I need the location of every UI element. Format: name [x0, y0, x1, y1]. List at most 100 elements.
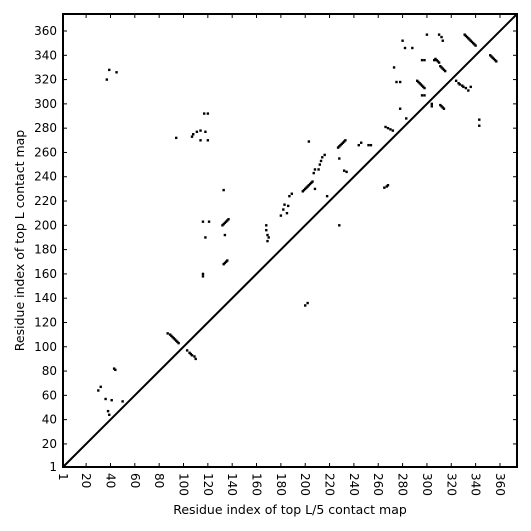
- contact-point: [436, 60, 440, 63]
- contact-point: [392, 66, 396, 69]
- contact-point: [172, 337, 175, 340]
- y-tick-label: 100: [34, 340, 57, 354]
- x-tick-label: 320: [444, 473, 458, 496]
- x-tick-label: 120: [201, 473, 215, 496]
- contact-point: [227, 218, 230, 221]
- contact-point: [440, 35, 443, 39]
- y-axis-label: Residue index of top L contact map: [12, 130, 27, 351]
- contact-point: [317, 168, 320, 171]
- contact-point: [342, 140, 346, 143]
- contact-point: [339, 143, 342, 147]
- contact-point: [190, 354, 194, 357]
- contact-point: [478, 118, 481, 121]
- contact-point: [318, 163, 322, 166]
- contact-point: [470, 40, 474, 44]
- contact-point: [442, 107, 446, 110]
- y-tick-label: 1: [49, 460, 57, 474]
- contact-point: [439, 103, 442, 107]
- contact-point: [313, 168, 317, 171]
- contact-point: [114, 368, 117, 372]
- y-axis-ticks: 1204060801001201401601802002202402602803…: [34, 24, 517, 474]
- contact-point: [467, 37, 470, 40]
- contact-point: [105, 78, 109, 81]
- contact-point: [461, 84, 464, 87]
- contact-point: [285, 211, 289, 215]
- contact-point: [403, 46, 407, 50]
- contact-point: [423, 86, 426, 90]
- contact-point: [110, 399, 113, 402]
- contact-point: [286, 204, 290, 208]
- contact-point: [495, 60, 498, 63]
- contact-point: [415, 79, 419, 82]
- contact-point: [464, 34, 468, 38]
- contact-point: [193, 355, 196, 358]
- contact-point: [174, 339, 178, 342]
- contact-point: [458, 83, 461, 86]
- contact-point: [313, 187, 317, 191]
- contact-point: [437, 61, 441, 64]
- contact-point: [441, 106, 444, 109]
- x-tick-label: 80: [152, 473, 166, 488]
- contact-point: [223, 233, 227, 237]
- contact-point: [223, 261, 227, 265]
- contact-points: [97, 33, 498, 416]
- contact-point: [386, 126, 390, 130]
- contact-point: [305, 186, 308, 189]
- contact-point: [288, 194, 291, 198]
- contact-point: [226, 219, 229, 222]
- contact-point: [420, 58, 424, 62]
- contact-point: [171, 335, 174, 339]
- contact-point: [194, 357, 197, 361]
- contact-point: [467, 89, 470, 92]
- contact-point: [435, 58, 438, 62]
- contact-point: [401, 39, 404, 42]
- contact-point: [177, 341, 180, 345]
- contact-point: [341, 141, 345, 144]
- y-tick-label: 320: [34, 73, 57, 87]
- contact-point: [338, 224, 341, 227]
- y-tick-label: 260: [34, 145, 57, 159]
- x-tick-label: 340: [469, 473, 483, 496]
- contact-point: [423, 58, 426, 62]
- contact-point: [307, 140, 311, 143]
- contact-point: [338, 157, 341, 160]
- contact-point: [462, 85, 465, 89]
- contact-point: [106, 409, 110, 413]
- y-tick-label: 160: [34, 267, 57, 281]
- contact-point: [325, 194, 329, 198]
- contact-point: [192, 133, 195, 136]
- x-tick-label: 20: [79, 473, 93, 488]
- contact-point: [395, 80, 398, 84]
- contact-point: [266, 233, 269, 237]
- contact-point: [344, 139, 347, 142]
- contact-point: [306, 301, 309, 305]
- contact-point: [411, 46, 414, 50]
- contact-point: [201, 272, 205, 276]
- x-tick-label: 140: [225, 473, 239, 496]
- contact-point: [478, 124, 481, 127]
- contact-point: [454, 79, 458, 82]
- contact-point: [188, 351, 191, 355]
- contact-point: [190, 135, 194, 138]
- contact-point: [441, 67, 444, 70]
- x-tick-label: 40: [103, 473, 117, 488]
- y-tick-label: 240: [34, 170, 57, 184]
- contact-point: [174, 136, 178, 140]
- x-tick-label: 100: [176, 473, 190, 496]
- contact-point: [308, 182, 312, 186]
- contact-point: [433, 58, 436, 62]
- contact-point: [360, 141, 363, 144]
- x-tick-label: 300: [420, 473, 434, 496]
- contact-point: [468, 38, 471, 41]
- contact-point: [323, 153, 326, 157]
- contact-point: [112, 367, 116, 370]
- contact-point: [283, 203, 286, 206]
- contact-point: [340, 142, 343, 146]
- contact-point: [420, 94, 424, 97]
- contact-point: [189, 352, 193, 356]
- contact-point: [420, 84, 424, 87]
- contact-point: [108, 413, 111, 416]
- contact-point: [417, 80, 420, 84]
- contact-point: [202, 112, 206, 115]
